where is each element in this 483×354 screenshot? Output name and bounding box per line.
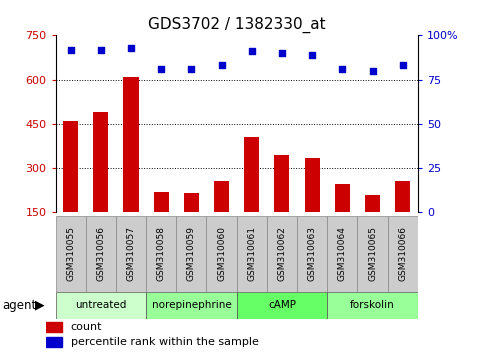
Bar xyxy=(86,216,116,292)
Bar xyxy=(237,216,267,292)
Bar xyxy=(335,184,350,257)
Bar xyxy=(305,158,320,257)
Bar xyxy=(395,181,410,257)
Bar xyxy=(214,181,229,257)
Text: norepinephrine: norepinephrine xyxy=(152,300,231,310)
Point xyxy=(339,66,346,72)
Bar xyxy=(184,193,199,257)
Bar xyxy=(46,322,62,332)
Bar xyxy=(388,216,418,292)
Text: GSM310066: GSM310066 xyxy=(398,227,407,281)
Point xyxy=(399,63,407,68)
Text: GSM310055: GSM310055 xyxy=(66,227,75,281)
Bar xyxy=(46,337,62,347)
Bar xyxy=(56,292,146,319)
Point xyxy=(278,50,286,56)
Point xyxy=(187,66,195,72)
Text: untreated: untreated xyxy=(75,300,127,310)
Bar xyxy=(93,112,108,257)
Point xyxy=(67,47,74,52)
Point xyxy=(369,68,376,74)
Title: GDS3702 / 1382330_at: GDS3702 / 1382330_at xyxy=(148,16,326,33)
Text: agent: agent xyxy=(2,299,37,312)
Bar xyxy=(207,216,237,292)
Text: GSM310057: GSM310057 xyxy=(127,227,136,281)
Bar xyxy=(274,155,289,257)
Bar xyxy=(244,137,259,257)
Bar xyxy=(63,121,78,257)
Text: GSM310060: GSM310060 xyxy=(217,227,226,281)
Bar xyxy=(357,216,388,292)
Text: GSM310062: GSM310062 xyxy=(277,227,286,281)
Text: count: count xyxy=(71,322,102,332)
Bar xyxy=(116,216,146,292)
Text: forskolin: forskolin xyxy=(350,300,395,310)
Text: GSM310064: GSM310064 xyxy=(338,227,347,281)
Point xyxy=(218,63,226,68)
Text: GSM310061: GSM310061 xyxy=(247,227,256,281)
Bar xyxy=(56,216,86,292)
Text: GSM310058: GSM310058 xyxy=(156,227,166,281)
Text: GSM310065: GSM310065 xyxy=(368,227,377,281)
Point xyxy=(308,52,316,58)
Text: ▶: ▶ xyxy=(35,299,44,312)
Bar xyxy=(154,192,169,257)
Bar xyxy=(146,292,237,319)
Text: GSM310056: GSM310056 xyxy=(96,227,105,281)
Point xyxy=(157,66,165,72)
Text: percentile rank within the sample: percentile rank within the sample xyxy=(71,337,258,347)
Bar xyxy=(327,216,357,292)
Bar xyxy=(267,216,297,292)
Bar xyxy=(327,292,418,319)
Bar xyxy=(176,216,207,292)
Text: cAMP: cAMP xyxy=(268,300,296,310)
Bar xyxy=(297,216,327,292)
Bar xyxy=(237,292,327,319)
Text: GSM310059: GSM310059 xyxy=(187,227,196,281)
Point xyxy=(248,48,256,54)
Bar xyxy=(365,195,380,257)
Bar xyxy=(146,216,176,292)
Bar xyxy=(124,77,139,257)
Point xyxy=(97,47,105,52)
Text: GSM310063: GSM310063 xyxy=(308,227,317,281)
Point xyxy=(127,45,135,51)
